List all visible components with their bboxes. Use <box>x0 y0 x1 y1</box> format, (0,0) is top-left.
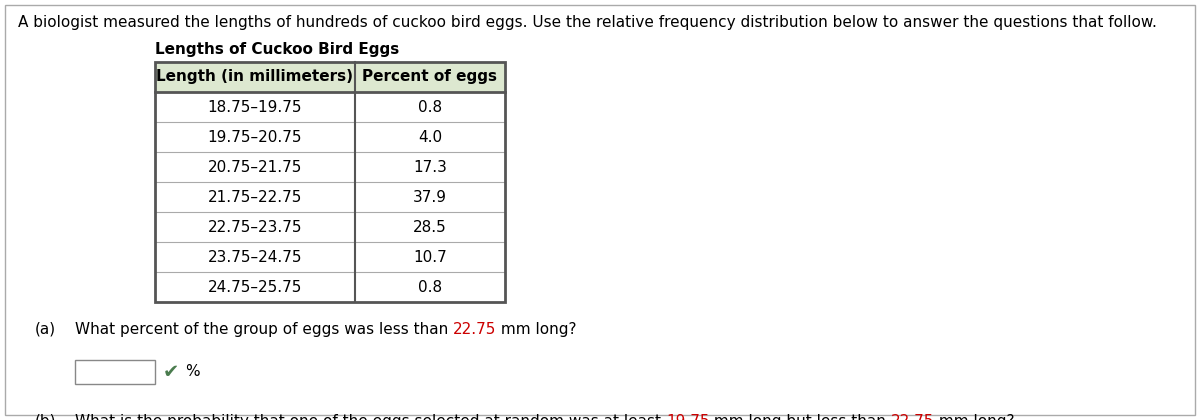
Text: %: % <box>185 365 199 380</box>
Text: 0.8: 0.8 <box>418 279 442 294</box>
Text: 22.75: 22.75 <box>892 414 935 420</box>
Text: 22.75–23.75: 22.75–23.75 <box>208 220 302 234</box>
Text: 28.5: 28.5 <box>413 220 446 234</box>
Text: (a): (a) <box>35 322 56 337</box>
Text: What percent of the group of eggs was less than: What percent of the group of eggs was le… <box>74 322 454 337</box>
Text: Length (in millimeters): Length (in millimeters) <box>156 69 354 84</box>
Text: Lengths of Cuckoo Bird Eggs: Lengths of Cuckoo Bird Eggs <box>155 42 400 57</box>
Text: 37.9: 37.9 <box>413 189 446 205</box>
Bar <box>155 62 505 92</box>
Text: mm long?: mm long? <box>935 414 1015 420</box>
Bar <box>155 62 505 302</box>
Text: 60: 60 <box>95 365 114 380</box>
Text: A biologist measured the lengths of hundreds of cuckoo bird eggs. Use the relati: A biologist measured the lengths of hund… <box>18 15 1157 30</box>
Text: 10.7: 10.7 <box>413 249 446 265</box>
Text: 23.75–24.75: 23.75–24.75 <box>208 249 302 265</box>
Text: 21.75–22.75: 21.75–22.75 <box>208 189 302 205</box>
Text: 19.75–20.75: 19.75–20.75 <box>208 129 302 144</box>
Text: 18.75–19.75: 18.75–19.75 <box>208 100 302 115</box>
Text: Percent of eggs: Percent of eggs <box>362 69 498 84</box>
Text: ✔: ✔ <box>163 362 179 381</box>
Text: mm long but less than: mm long but less than <box>709 414 892 420</box>
Bar <box>74 360 155 384</box>
Text: 19.75: 19.75 <box>666 414 709 420</box>
Text: mm long?: mm long? <box>497 322 577 337</box>
Text: 20.75–21.75: 20.75–21.75 <box>208 160 302 174</box>
Text: 17.3: 17.3 <box>413 160 446 174</box>
Text: 0.8: 0.8 <box>418 100 442 115</box>
Text: 22.75: 22.75 <box>454 322 497 337</box>
Text: 4.0: 4.0 <box>418 129 442 144</box>
Text: What is the probability that one of the eggs selected at random was at least: What is the probability that one of the … <box>74 414 666 420</box>
Text: 24.75–25.75: 24.75–25.75 <box>208 279 302 294</box>
Text: (b): (b) <box>35 414 56 420</box>
